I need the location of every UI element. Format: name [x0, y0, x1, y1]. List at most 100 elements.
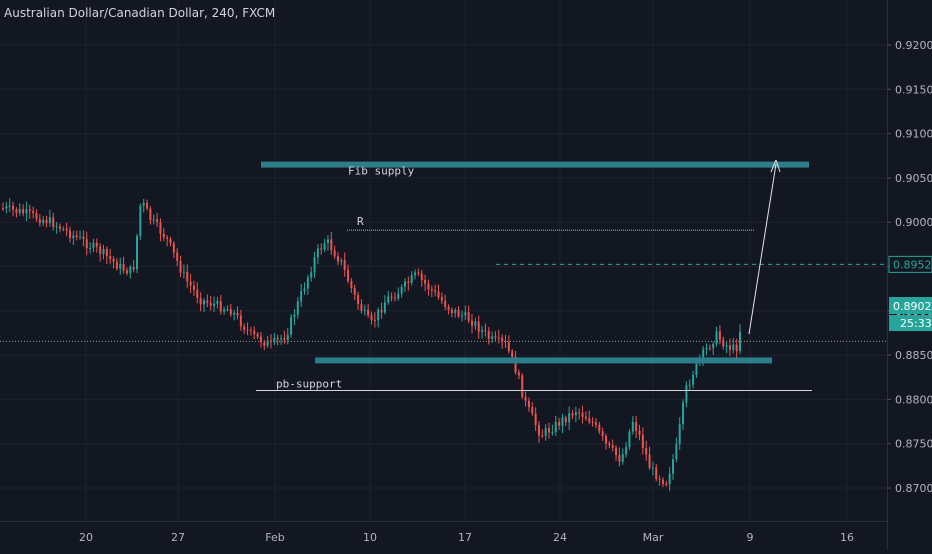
candle-body: [89, 247, 92, 249]
candle-body: [233, 312, 236, 315]
candle-body: [169, 239, 172, 244]
candle-body: [69, 230, 71, 238]
candle-body: [363, 309, 366, 311]
candle-body: [22, 209, 25, 214]
candle-body: [688, 384, 691, 386]
candle-body: [313, 257, 316, 273]
candle-body: [350, 281, 353, 288]
candle-body: [527, 400, 530, 408]
resistance-label: R: [357, 215, 364, 228]
candle-body: [561, 417, 564, 426]
countdown-label: 25:33: [900, 317, 932, 330]
candle-body: [223, 309, 226, 312]
candle-body: [682, 402, 685, 425]
candle-body: [393, 297, 396, 299]
candle-body: [373, 320, 376, 322]
time-axis[interactable]: 20 27 Feb 10 17 24 Mar 9 16: [0, 521, 887, 545]
candle-body: [507, 342, 510, 352]
candle-body: [702, 349, 705, 359]
candle-body: [229, 309, 232, 315]
candle-body: [189, 281, 192, 286]
candle-body: [333, 250, 336, 257]
candle-body: [266, 340, 269, 346]
candle-body: [256, 334, 259, 337]
candle-body: [732, 344, 735, 350]
candle-body: [132, 266, 135, 270]
candle-body: [705, 347, 708, 350]
candle-body: [25, 209, 28, 214]
candle-body: [430, 289, 433, 291]
candle-body: [203, 300, 205, 305]
candle-body: [249, 329, 252, 331]
candle-body: [712, 343, 715, 348]
candle-body: [236, 312, 239, 316]
candle-body: [347, 269, 350, 282]
marker-price-badge: [888, 255, 932, 273]
candle-body: [310, 272, 313, 278]
candle-body: [15, 209, 18, 213]
candle-body: [290, 317, 293, 335]
candle-body: [454, 309, 457, 314]
candle-body: [243, 326, 246, 330]
candle-body: [487, 331, 490, 339]
candle-body: [390, 296, 393, 298]
candle-body: [481, 330, 484, 332]
candle-body: [206, 300, 209, 303]
candle-body: [611, 445, 614, 448]
candle-body: [122, 263, 125, 271]
candle-body: [584, 416, 587, 419]
x-tick-label: 9: [747, 531, 754, 544]
candle-body: [296, 301, 299, 315]
candle-body: [722, 339, 725, 347]
candle-body: [273, 338, 276, 342]
countdown-badge: [889, 315, 932, 331]
candle-body: [581, 412, 584, 417]
candle-body: [246, 329, 249, 331]
candle-body: [377, 309, 380, 321]
fib-supply-zone[interactable]: [261, 161, 809, 168]
candle-body: [119, 263, 122, 269]
candle-body: [571, 413, 574, 416]
candle-body: [283, 338, 286, 340]
candle-body: [330, 239, 333, 251]
candle-body: [182, 271, 185, 273]
candle-body: [95, 242, 98, 247]
candle-body: [380, 309, 383, 313]
x-tick-label: 16: [840, 531, 854, 544]
candle-body: [578, 412, 581, 414]
support-zone[interactable]: [315, 357, 772, 364]
projection-arrow[interactable]: [748, 163, 777, 335]
candle-body: [259, 336, 262, 343]
candle-body: [5, 206, 8, 209]
candle-body: [397, 293, 400, 299]
candle-body: [343, 260, 346, 270]
x-tick-label: 10: [363, 531, 377, 544]
candle-body: [521, 375, 524, 397]
current-price-badge: [889, 297, 932, 314]
candle-body: [320, 248, 323, 250]
candle-body: [538, 424, 540, 436]
candle-body: [370, 315, 373, 321]
candle-body: [598, 424, 601, 432]
candle-body: [601, 431, 604, 437]
candle-body: [494, 336, 497, 338]
candle-body: [437, 291, 440, 298]
candle-body: [270, 340, 272, 342]
candle-body: [105, 249, 108, 257]
candle-body: [303, 288, 306, 292]
candle-body: [685, 385, 688, 403]
candle-body: [501, 337, 504, 342]
candle-body: [434, 290, 437, 292]
candle-body: [337, 256, 339, 262]
candle-body: [605, 436, 607, 444]
candle-body: [353, 287, 356, 295]
x-tick-label: 20: [79, 531, 93, 544]
candle-body: [517, 372, 520, 376]
